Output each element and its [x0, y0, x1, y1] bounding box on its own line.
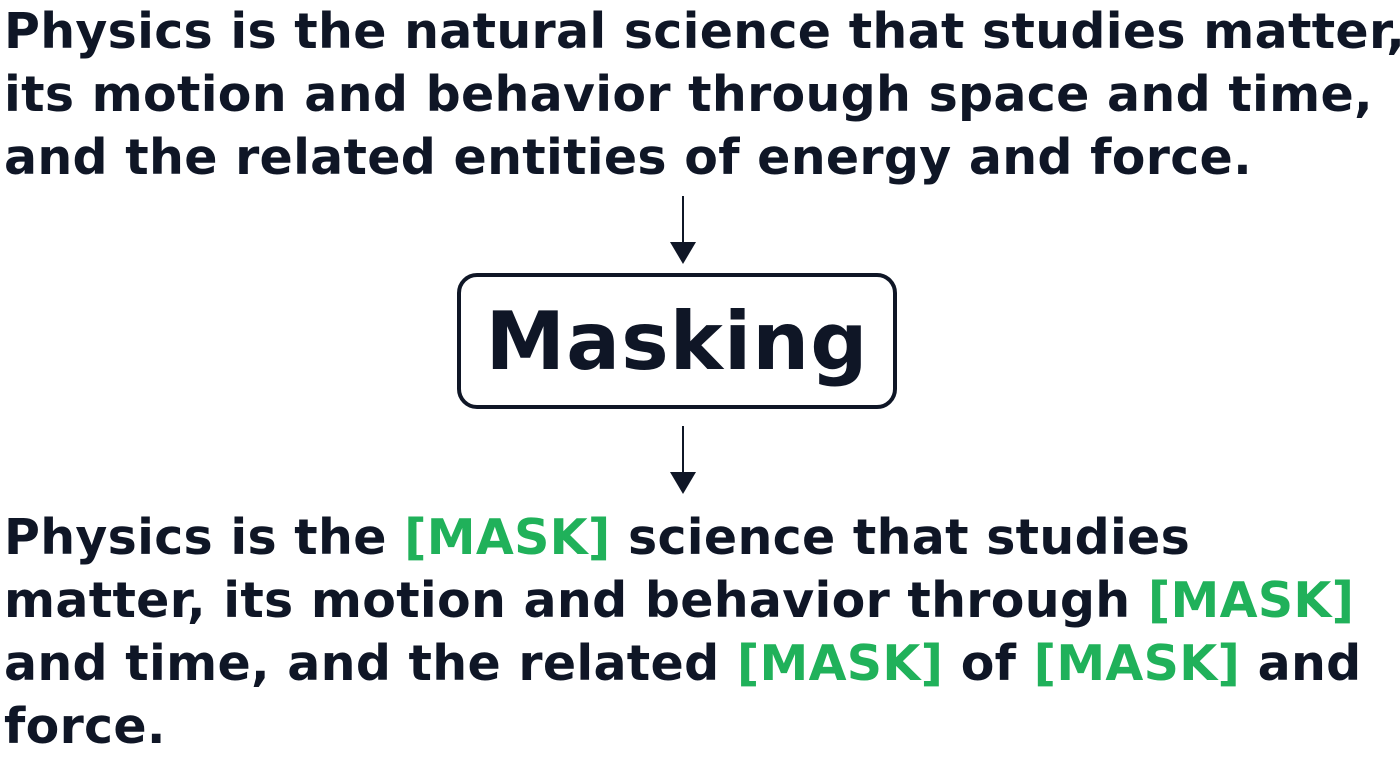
text-segment: science that studies [610, 509, 1191, 566]
masked-text-line: force. [4, 695, 1362, 758]
masked-text-line: matter, its motion and behavior through … [4, 569, 1362, 632]
mask-token: [MASK] [1033, 635, 1241, 692]
text-segment: matter, its motion and behavior through [4, 572, 1148, 629]
masking-process-box: Masking [457, 273, 897, 409]
text-segment: of [943, 635, 1034, 692]
masked-text-line: Physics is the [MASK] science that studi… [4, 506, 1362, 569]
mask-token: [MASK] [736, 635, 944, 692]
original-text-line: and the related entities of energy and f… [4, 129, 1252, 186]
masked-text: Physics is the [MASK] science that studi… [4, 506, 1362, 758]
down-arrow-icon [670, 196, 696, 264]
down-arrow-icon [670, 426, 696, 494]
original-text-line: Physics is the natural science that stud… [4, 3, 1400, 60]
text-segment: and time, and the related [4, 635, 737, 692]
mask-token: [MASK] [404, 509, 611, 566]
text-segment: and [1240, 635, 1362, 692]
masking-label: Masking [485, 294, 869, 388]
original-text: Physics is the natural science that stud… [4, 0, 1400, 189]
masked-text-line: and time, and the related [MASK] of [MAS… [4, 632, 1362, 695]
text-segment: Physics is the [4, 509, 405, 566]
mask-token: [MASK] [1147, 572, 1355, 629]
original-text-line: its motion and behavior through space an… [4, 66, 1373, 123]
text-segment: force. [4, 698, 166, 755]
